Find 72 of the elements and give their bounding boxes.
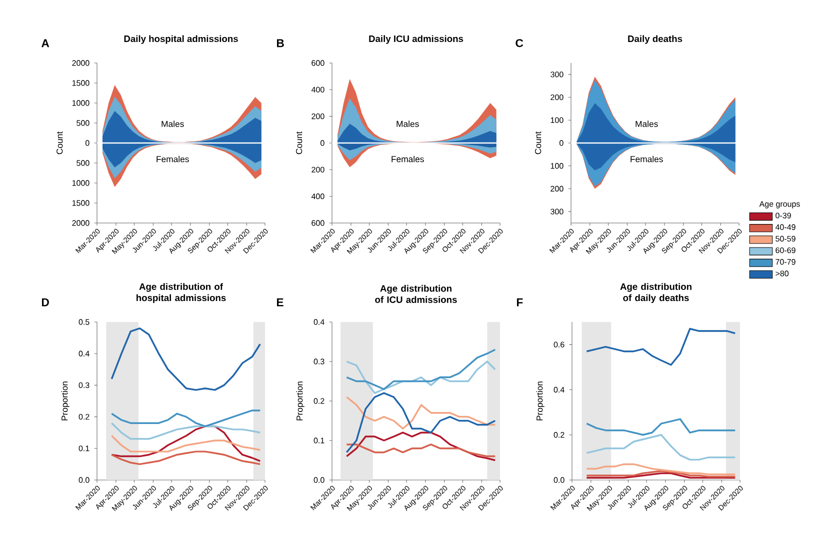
- y-tick-label: 0.4: [554, 386, 564, 393]
- y-tick-label: 200: [312, 166, 324, 172]
- y-tick-label: 1000: [72, 180, 90, 186]
- y-tick-label: 400: [311, 86, 324, 92]
- annotation: Males: [636, 120, 658, 127]
- y-tick-label: 0: [320, 140, 324, 146]
- annotation: Females: [630, 156, 663, 162]
- y-tick-label: 0.3: [78, 382, 90, 388]
- text: B: [276, 39, 284, 48]
- y-tick-label: 0.3: [314, 358, 324, 364]
- y-tick-label: 400: [311, 194, 324, 200]
- y-axis-title: Proportion: [61, 382, 70, 420]
- y-tick-label: 0: [559, 140, 564, 146]
- y-tick-label: 200: [550, 94, 564, 100]
- y-tick-label: 0.2: [78, 414, 90, 420]
- y-axis-title: Count: [56, 132, 63, 154]
- annotation: Females: [156, 156, 189, 162]
- line-series: [110, 450, 261, 466]
- y-axis-title: Proportion: [536, 382, 544, 420]
- y-tick-label: 1000: [72, 100, 90, 106]
- chart-title: Age distribution of daily deaths: [620, 283, 692, 303]
- y-tick-label: 500: [76, 160, 90, 166]
- y-axis-title: Count: [535, 132, 542, 154]
- y-tick-label: 600: [312, 220, 324, 226]
- y-tick-label: 2000: [72, 60, 90, 66]
- text: D: [42, 298, 49, 306]
- legend-label: 70-79: [776, 259, 796, 265]
- y-tick-label: 1500: [72, 80, 90, 86]
- annotation: Females: [392, 156, 424, 162]
- y-tick-label: 500: [76, 120, 90, 126]
- legend-label: 50-59: [776, 236, 796, 242]
- chart-title: Daily ICU admissions: [369, 35, 464, 44]
- y-tick-label: 0.2: [554, 432, 564, 438]
- text: E: [276, 298, 284, 306]
- y-tick-label: 100: [550, 117, 564, 123]
- legend-label: 40-49: [775, 224, 796, 230]
- text: F: [516, 298, 523, 306]
- legend-title: Age groups: [759, 201, 800, 208]
- chart-title: Age distribution of ICU admissions: [375, 284, 457, 303]
- y-tick-label: 300: [550, 208, 564, 214]
- y-tick-label: 600: [312, 60, 324, 66]
- y-tick-label: 2000: [72, 220, 90, 226]
- legend-label: >80: [776, 270, 789, 276]
- y-tick-label: 0.4: [314, 319, 324, 325]
- y-tick-label: 0.6: [554, 342, 564, 348]
- y-tick-label: 100: [550, 163, 564, 169]
- y-tick-label: 200: [550, 186, 564, 192]
- legend-label: 0-39: [776, 212, 791, 218]
- line-series: [346, 432, 496, 462]
- line-series: [346, 392, 496, 454]
- y-tick-label: 0.5: [78, 319, 90, 325]
- y-axis-title: Proportion: [296, 382, 304, 420]
- y-tick-label: 0.4: [78, 350, 90, 356]
- y-axis-title: Count: [296, 132, 302, 154]
- y-tick-label: 0: [85, 140, 90, 146]
- y-tick-label: 0.1: [78, 446, 90, 452]
- y-tick-label: 0.2: [314, 398, 324, 404]
- chart-title: Daily hospital admissions: [124, 35, 238, 44]
- y-tick-label: 300: [550, 72, 564, 78]
- text: A: [42, 39, 50, 48]
- text: C: [516, 39, 524, 48]
- annotation: Males: [162, 120, 184, 127]
- y-tick-label: 1500: [72, 200, 90, 206]
- y-tick-label: 0.0: [78, 477, 90, 483]
- chart-title: Daily deaths: [628, 35, 682, 44]
- y-tick-label: 200: [312, 114, 324, 120]
- chart-title: Age distribution of hospital admissions: [136, 283, 226, 303]
- y-tick-label: 0.0: [554, 477, 564, 483]
- annotation: Males: [396, 120, 419, 127]
- y-tick-label: 0.1: [314, 438, 324, 444]
- y-tick-label: 0.0: [314, 477, 324, 483]
- legend-label: 60-69: [776, 247, 796, 254]
